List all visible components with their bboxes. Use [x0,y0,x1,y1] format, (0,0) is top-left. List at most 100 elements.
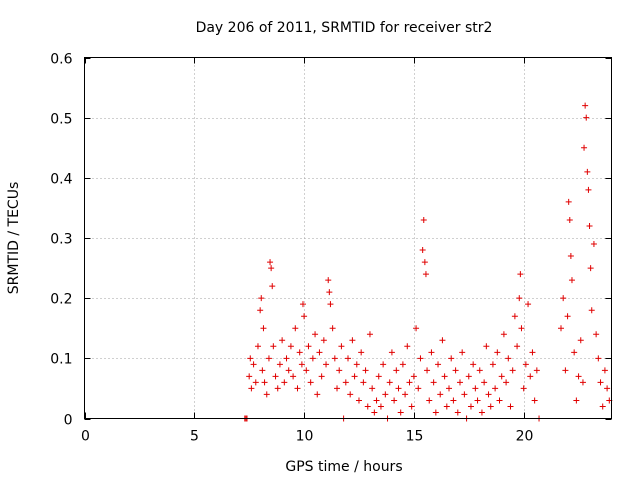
data-point [299,301,306,308]
data-point [509,367,516,374]
data-point [430,379,437,386]
data-point [347,391,354,398]
data-point [248,385,255,392]
data-point [366,331,373,338]
data-point [420,216,427,223]
x-tick-label: 20 [516,429,534,445]
data-point [487,403,494,410]
data-point [415,385,422,392]
data-point [345,355,351,362]
data-point [382,391,389,398]
data-point [369,385,376,392]
data-point [568,277,575,284]
data-point [287,343,294,350]
data-point [485,391,492,398]
data-point [258,295,265,302]
data-point [590,241,597,248]
data-point [424,367,431,374]
data-point [522,361,529,368]
chart-title: Day 206 of 2011, SRMTID for receiver str… [196,20,493,36]
data-point [371,409,378,416]
data-point [373,397,380,404]
x-tick-label: 15 [406,429,424,445]
data-point [496,397,503,404]
x-tick-label: 10 [296,429,314,445]
data-point [472,385,479,392]
data-point [292,325,299,332]
data-point [441,373,448,380]
data-point [577,337,584,344]
data-point [595,355,602,362]
y-axis-label: SRMTID / TECUs [6,182,22,295]
data-point [446,385,453,392]
x-tick-label: 5 [190,429,199,445]
data-point [586,222,593,229]
data-point [360,379,367,386]
data-point [459,349,466,356]
data-point [296,349,303,356]
data-point [336,367,343,374]
data-point [503,379,510,386]
data-point [261,379,268,386]
data-point [470,361,477,368]
data-point [483,343,490,350]
data-point [402,391,409,398]
data-point [604,385,611,392]
data-point [342,379,349,386]
data-point [270,343,277,350]
data-point [432,409,439,416]
data-point [421,259,428,266]
data-point [320,337,327,344]
data-point [364,403,371,410]
data-point [254,343,261,350]
data-point [397,409,404,416]
data-point [584,168,591,175]
data-point [307,379,314,386]
data-point [565,198,572,205]
x-axis-label: GPS time / hours [285,459,402,475]
data-point [461,391,468,398]
y-tick-label: 0.4 [50,172,72,188]
data-point [312,331,319,338]
data-point [265,355,272,362]
data-point [303,367,310,374]
data-point [391,397,398,404]
data-point [298,361,305,368]
data-point [481,379,488,386]
data-point [246,373,253,380]
data-point [454,409,461,416]
data-point [309,355,316,362]
data-point [494,349,501,356]
data-point [489,361,496,368]
data-point [380,361,387,368]
data-point [325,277,332,284]
y-tick-label: 0.6 [50,52,72,68]
data-point [316,349,323,356]
data-point [338,343,345,350]
data-point [417,355,424,362]
data-point [314,391,321,398]
data-point [279,337,286,344]
data-point [377,403,384,410]
data-point [404,343,411,350]
data-point [274,385,281,392]
data-point [567,253,574,260]
data-point [452,367,459,374]
data-point [301,313,308,320]
data-point [351,373,358,380]
data-point [329,325,336,332]
data-point [571,349,578,356]
data-point [323,361,330,368]
data-point [516,295,523,302]
data-point [450,397,457,404]
data-point [393,367,400,374]
data-point [601,367,608,374]
data-point [560,295,567,302]
data-point [413,325,420,332]
data-point [375,373,382,380]
data-point [386,379,393,386]
data-point [593,331,600,338]
data-point [290,373,297,380]
data-point [355,397,362,404]
data-point [388,349,395,356]
